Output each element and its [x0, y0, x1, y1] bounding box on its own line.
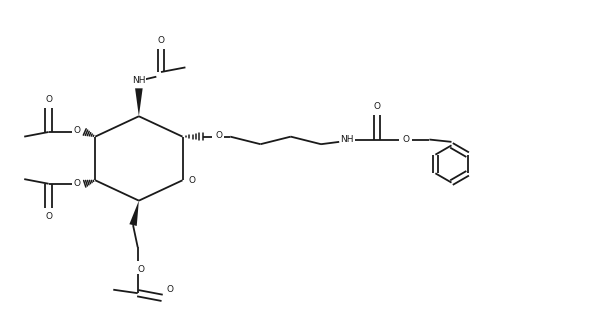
Text: O: O: [45, 212, 52, 221]
Text: O: O: [157, 36, 165, 45]
Text: O: O: [189, 176, 196, 185]
Text: NH: NH: [132, 76, 146, 85]
Text: O: O: [166, 285, 173, 294]
Text: O: O: [403, 135, 410, 144]
Text: O: O: [137, 265, 144, 274]
Text: O: O: [73, 179, 81, 188]
Text: O: O: [45, 95, 52, 104]
Text: O: O: [73, 126, 81, 135]
Polygon shape: [135, 88, 143, 116]
Polygon shape: [130, 201, 139, 226]
Text: O: O: [374, 102, 381, 111]
Text: O: O: [215, 131, 222, 140]
Text: NH: NH: [340, 135, 353, 144]
